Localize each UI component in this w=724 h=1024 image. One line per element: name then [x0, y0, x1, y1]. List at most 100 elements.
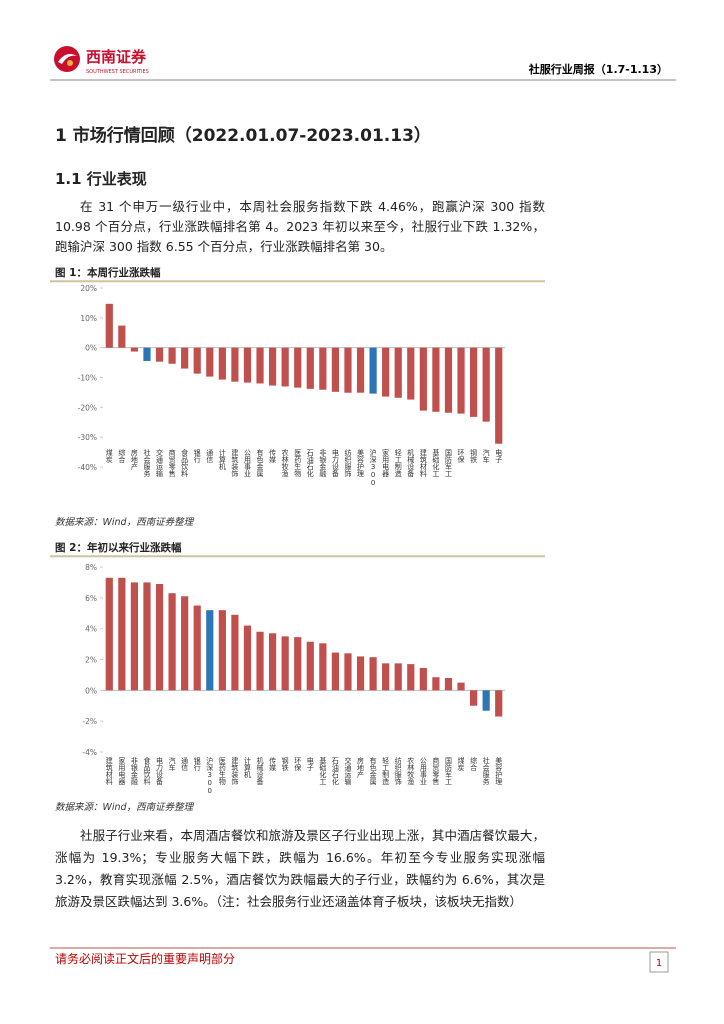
y-tick-label: 4% [85, 625, 97, 634]
x-tick-label: 家用电器 [382, 448, 390, 478]
x-tick-label: 建筑材料 [105, 756, 113, 786]
x-tick-label: 商贸零售 [168, 448, 176, 478]
x-tick-label: 房地产 [130, 448, 138, 471]
bar [294, 347, 302, 388]
bar [319, 347, 327, 390]
bar [444, 678, 453, 691]
bar [344, 347, 352, 393]
bar [243, 625, 252, 691]
y-tick-label: 0% [85, 686, 97, 695]
bar [181, 347, 189, 369]
x-tick-label: 银行 [193, 448, 201, 464]
figure-source: 数据来源：Wind，西南证券整理 [55, 802, 194, 813]
x-tick-label: 计算机 [243, 756, 251, 779]
logo-swirl [58, 54, 77, 64]
y-tick-label: -40% [78, 463, 97, 472]
bar [168, 347, 176, 364]
bar [469, 690, 478, 706]
bar [231, 614, 239, 691]
x-tick-label: 医药生物 [294, 449, 302, 478]
x-tick-label: 计算机 [218, 448, 226, 471]
figure-source: 数据来源：Wind，西南证券整理 [55, 517, 194, 528]
bar [382, 347, 390, 397]
y-tick-label: -2% [82, 717, 97, 726]
y-tick-label: -20% [78, 403, 97, 412]
page-box [649, 951, 669, 973]
x-tick-label: 商贸零售 [432, 756, 440, 786]
x-tick-label: 石油石化 [331, 757, 339, 786]
bar [193, 347, 201, 374]
bar [206, 610, 214, 691]
x-tick-label: 有色金属 [369, 756, 377, 786]
y-tick-label: 10% [80, 314, 97, 323]
bar [469, 347, 478, 417]
y-tick-label: -30% [78, 433, 97, 442]
x-tick-label: 公用事业 [419, 757, 427, 785]
bar [206, 347, 214, 377]
x-tick-label: 沪深300 [369, 448, 377, 487]
x-tick-label: 机械设备 [407, 448, 415, 478]
x-tick-label: 综合 [118, 448, 126, 464]
y-tick-label: 0% [85, 344, 97, 353]
bar [306, 347, 314, 389]
x-tick-label: 非银金融 [319, 448, 327, 478]
x-tick-label: 机械设备 [256, 756, 264, 786]
bar [181, 596, 189, 691]
bar [218, 347, 226, 380]
figure-caption: 图 1：本周行业涨跌幅 [55, 267, 161, 279]
bar [432, 347, 440, 412]
x-tick-label: 农林牧渔 [407, 756, 415, 786]
x-tick-label: 纺织服饰 [344, 448, 352, 478]
logo-dot [67, 60, 73, 66]
x-tick-label: 社会服务 [143, 448, 151, 478]
bar [281, 347, 289, 387]
bar [105, 577, 113, 691]
x-tick-label: 国防军工 [444, 757, 452, 785]
x-tick-label: 基础化工 [319, 756, 327, 785]
x-tick-label: 石油石化 [306, 449, 314, 478]
bar [482, 690, 490, 711]
bar [193, 605, 201, 691]
bar [281, 636, 289, 691]
bar [394, 663, 402, 691]
x-tick-label: 基础化工 [432, 448, 440, 477]
bar [419, 667, 427, 691]
y-tick-label: -4% [82, 748, 97, 757]
y-tick-label: 2% [85, 656, 97, 665]
x-tick-label: 电力设备 [156, 756, 164, 786]
x-tick-label: 医药生物 [218, 757, 226, 786]
bar [382, 663, 390, 691]
x-tick-label: 钢铁 [470, 448, 478, 464]
bar [268, 347, 277, 386]
x-tick-label: 社会服务 [482, 756, 490, 786]
bar [356, 656, 365, 691]
bar [155, 583, 164, 691]
bar [256, 347, 264, 384]
x-tick-label: 农林牧渔 [281, 448, 289, 478]
bar [331, 347, 340, 392]
bar [356, 347, 365, 393]
x-tick-label: 建筑装饰 [231, 756, 239, 786]
bar [118, 577, 126, 691]
x-tick-label: 煤炭 [457, 756, 465, 772]
bar [369, 347, 377, 394]
x-tick-label: 综合 [470, 756, 478, 772]
bar [495, 690, 503, 717]
section-heading: 1 市场行情回顾（2022.01.07-2023.01.13） [55, 126, 431, 146]
bar [482, 347, 490, 422]
x-tick-label: 轻工制造 [382, 756, 390, 786]
bar [457, 682, 465, 691]
bar [306, 641, 314, 691]
x-tick-label: 汽车 [168, 756, 176, 772]
x-tick-label: 食品饮料 [143, 756, 151, 786]
x-tick-label: 汽车 [482, 448, 490, 464]
bar [231, 347, 239, 382]
x-tick-label: 房地产 [357, 756, 365, 779]
logo-text: 西南证券 [86, 48, 147, 66]
bar [168, 593, 176, 691]
bar [294, 637, 302, 691]
bar [143, 582, 151, 691]
bar [394, 347, 402, 398]
